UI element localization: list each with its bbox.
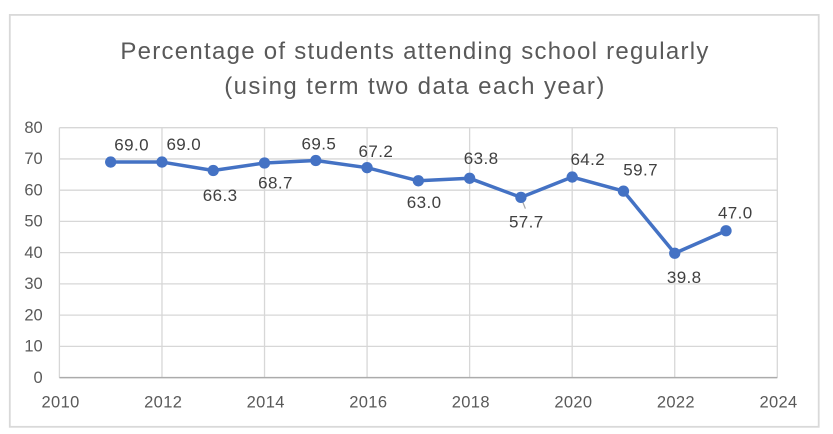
svg-text:47.0: 47.0: [718, 204, 753, 223]
svg-text:63.0: 63.0: [407, 193, 442, 212]
svg-text:2018: 2018: [452, 394, 490, 412]
svg-text:50: 50: [24, 213, 42, 231]
svg-text:80: 80: [24, 119, 42, 137]
svg-text:(using term two data each year: (using term two data each year): [224, 73, 606, 100]
svg-text:2012: 2012: [144, 394, 182, 412]
svg-text:69.0: 69.0: [166, 135, 201, 154]
svg-text:60: 60: [24, 181, 42, 199]
svg-text:2020: 2020: [554, 394, 592, 412]
svg-text:10: 10: [24, 338, 42, 356]
svg-text:67.2: 67.2: [359, 142, 394, 161]
svg-text:20: 20: [24, 306, 42, 324]
svg-text:39.8: 39.8: [667, 268, 702, 287]
svg-text:2022: 2022: [657, 394, 695, 412]
svg-text:2024: 2024: [759, 394, 797, 412]
svg-text:68.7: 68.7: [258, 174, 293, 193]
svg-text:64.2: 64.2: [570, 150, 605, 169]
svg-text:Percentage of students attendi: Percentage of students attending school …: [120, 38, 709, 65]
svg-text:30: 30: [24, 275, 42, 293]
svg-text:63.8: 63.8: [464, 149, 499, 168]
svg-text:70: 70: [24, 150, 42, 168]
svg-text:2016: 2016: [349, 394, 387, 412]
svg-text:69.0: 69.0: [114, 135, 149, 154]
svg-text:59.7: 59.7: [623, 160, 658, 179]
svg-text:57.7: 57.7: [509, 213, 544, 232]
svg-text:69.5: 69.5: [302, 135, 337, 154]
svg-text:66.3: 66.3: [203, 186, 238, 205]
svg-text:2010: 2010: [42, 394, 80, 412]
svg-text:2014: 2014: [247, 394, 285, 412]
svg-text:0: 0: [34, 369, 43, 387]
svg-text:40: 40: [24, 244, 42, 262]
